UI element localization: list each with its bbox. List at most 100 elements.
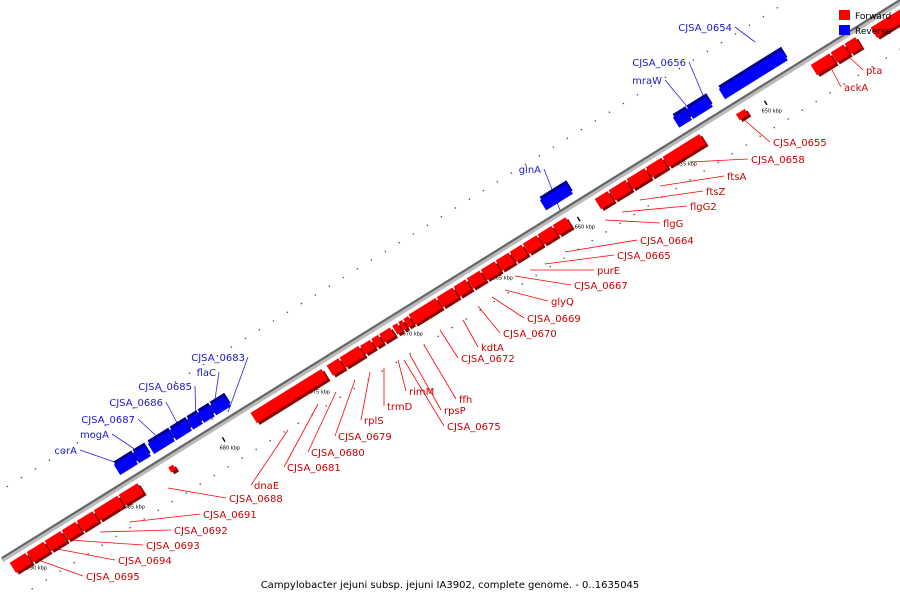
gene-block-face [168,464,177,473]
forward-gene-block [168,464,180,475]
gene-leader-line [167,487,227,499]
scale-dot [619,222,621,224]
gene-label: CJSA_0683 [191,353,245,364]
scale-dot [48,459,51,462]
legend-reverse-swatch [839,25,850,35]
forward-gene-block [509,244,531,264]
gene-label: CJSA_0687 [81,415,135,426]
scale-dot [563,257,565,259]
scale-dot [465,318,468,320]
scale-dot [633,213,635,216]
scale-dot [339,396,342,399]
forward-gene-block [522,235,546,256]
gene-leader-line [423,344,457,400]
forward-gene-block [76,511,102,533]
reverse-gene-block [113,450,138,476]
forward-gene-block [645,157,671,180]
gene-leader-line [409,354,442,411]
scale-dot [675,187,677,190]
gene-label: glnA [519,165,541,176]
reverse-gene-block [539,180,573,211]
gene-block-face [522,235,543,254]
gene-label: ackA [844,83,868,94]
scale-dot [174,381,177,383]
gene-block-face [169,420,192,441]
scale-dot [426,224,429,227]
gene-label: CJSA_0685 [138,382,192,393]
gene-label: rpsP [444,406,466,417]
reverse-gene-block [672,106,692,128]
scale-dot [146,398,149,401]
scale-dot [213,474,215,477]
scale-dot [843,83,845,85]
scale-dot [31,587,33,590]
scale-dot [255,448,257,451]
scale-dot [496,181,499,183]
gene-leader-line [564,239,638,253]
gene-leader-line [491,296,525,319]
scale-dot [524,163,527,166]
scale-dot [437,335,440,338]
gene-block-face [718,50,788,100]
gene-leader-line [283,403,319,468]
scale-dot [552,146,555,148]
gene-leader-line [397,359,407,392]
gene-block-face [379,327,396,343]
gene-label: CJSA_0694 [118,556,172,567]
scale-dot [129,526,131,529]
forward-gene-block [537,225,561,247]
scale-dot [202,363,205,366]
scale-dot [90,433,93,435]
gene-label: purE [597,266,620,277]
gene-block-face [453,279,472,297]
kbp-tick-label: 660 kbp [575,225,595,231]
scale-dot [258,328,261,331]
gene-label: CJSA_0665 [617,251,671,262]
scale-dot [118,415,121,418]
gene-label: CJSA_0693 [146,541,200,552]
scale-dot [706,50,709,53]
forward-gene-block [93,495,127,523]
gene-leader-line [604,219,661,224]
gene-block-face [93,495,124,521]
gene-leader-line [847,55,864,71]
scale-dot [328,285,331,288]
gene-block-face [326,358,345,376]
scale-dot [314,294,317,296]
forward-gene-block [371,334,387,350]
gene-label: CJSA_0688 [229,494,283,505]
gene-leader-line [621,205,688,213]
gene-block-face [844,37,862,54]
kbp-ticks: 650 kbp 655 kbp 660 kbp 665 kbp 670 kbp 675 k… [27,100,782,571]
forward-gene-block [735,108,752,122]
gene-block-face [392,323,403,335]
forward-gene-block [810,53,839,77]
scale-dot [773,126,775,129]
gene-label: CJSA_0670 [503,329,557,340]
gene-leader-line [227,356,249,413]
scale-dot [678,67,681,70]
kbp-tick-label: 655 kbp [677,161,697,167]
gene-label: flgG2 [690,202,717,213]
kbp-tick-mark [576,216,581,222]
scale-dot [73,561,75,564]
forward-gene-block [403,316,417,330]
gene-label: ftsZ [706,187,725,198]
scale-dot [241,457,243,459]
gene-label: kdtA [481,343,504,354]
scale-dot [535,274,537,277]
kbp-tick-label: 670 kbp [403,332,423,338]
forward-gene-block [379,327,398,345]
scale-dot [591,239,593,242]
reverse-gene-block [132,442,151,464]
gene-label: CJSA_0692 [174,526,228,537]
gene-block-face [76,511,99,532]
gene-leader-line [514,275,572,286]
forward-gene-block [339,345,368,370]
scale-dot [734,33,737,35]
gene-label: ffh [459,395,472,406]
gene-label: glyQ [551,297,574,308]
forward-gene-block [392,323,406,337]
scale-dot [647,205,649,207]
gene-label: mraW [632,76,662,87]
